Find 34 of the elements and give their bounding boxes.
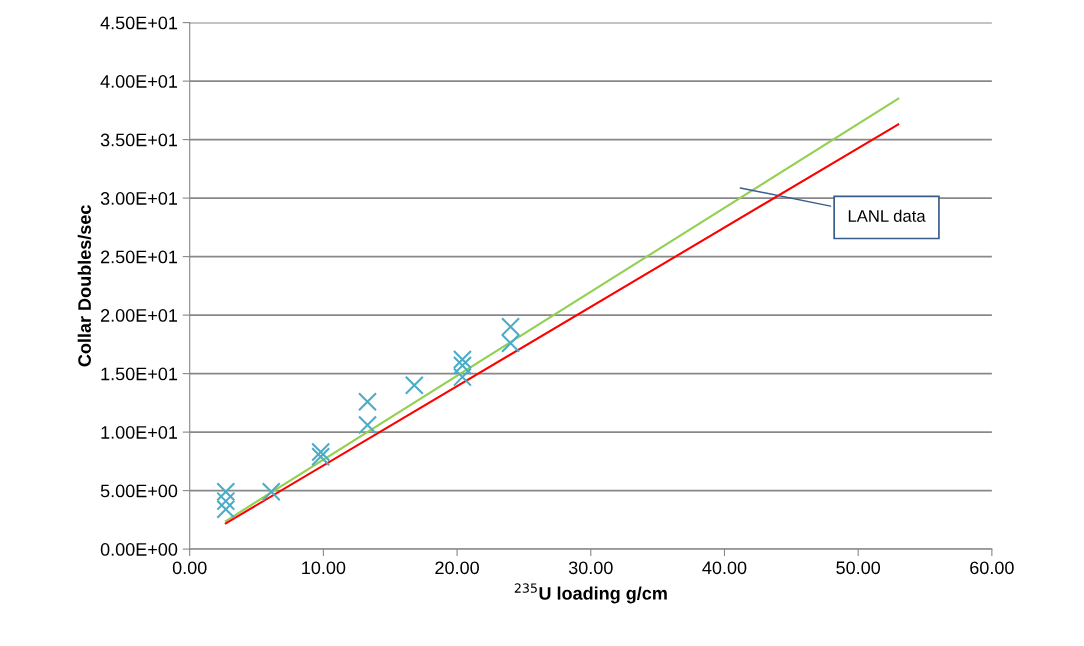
point xyxy=(216,491,236,511)
y-tick-label: 0.00E+00 xyxy=(100,543,178,556)
point xyxy=(311,447,331,467)
x-tick-label: 50.00 xyxy=(836,561,881,575)
point xyxy=(357,415,378,435)
x-tick-label: 40.00 xyxy=(702,561,747,575)
y-tick-label: 4.50E+01 xyxy=(100,16,178,30)
point xyxy=(216,482,236,502)
point xyxy=(357,392,378,412)
point xyxy=(261,482,281,502)
x-tick-label: 60.00 xyxy=(970,561,1014,575)
point xyxy=(404,375,424,395)
y-tick-label: 2.00E+01 xyxy=(100,309,178,322)
point xyxy=(501,317,521,337)
y-tick-label: 1.00E+01 xyxy=(101,426,178,439)
point xyxy=(311,442,331,462)
annotation: LANL data xyxy=(848,209,926,222)
y-axis-title: Collar Doubles/sec xyxy=(77,205,92,367)
point xyxy=(452,355,472,375)
y-tick-label: 5.00E+00 xyxy=(100,484,178,498)
y-tick-label: 3.50E+01 xyxy=(100,133,178,147)
x-tick-label: 20.00 xyxy=(435,561,479,575)
point xyxy=(501,333,521,353)
x-axis-title: $^{235}$U loading g/cm xyxy=(514,583,667,604)
y-tick-label: 2.50E+01 xyxy=(100,250,178,264)
y-tick-label: 4.00E+01 xyxy=(100,75,178,88)
y-tick-label: 1.50E+01 xyxy=(101,367,178,381)
y-tick-label: 3.00E+01 xyxy=(100,192,178,205)
x-tick-label: 30.00 xyxy=(568,561,613,575)
point xyxy=(452,367,472,387)
x-tick-label: 10.00 xyxy=(302,561,346,575)
x-tick-label: 0.00 xyxy=(172,561,207,575)
point xyxy=(216,499,236,519)
point xyxy=(452,350,472,370)
